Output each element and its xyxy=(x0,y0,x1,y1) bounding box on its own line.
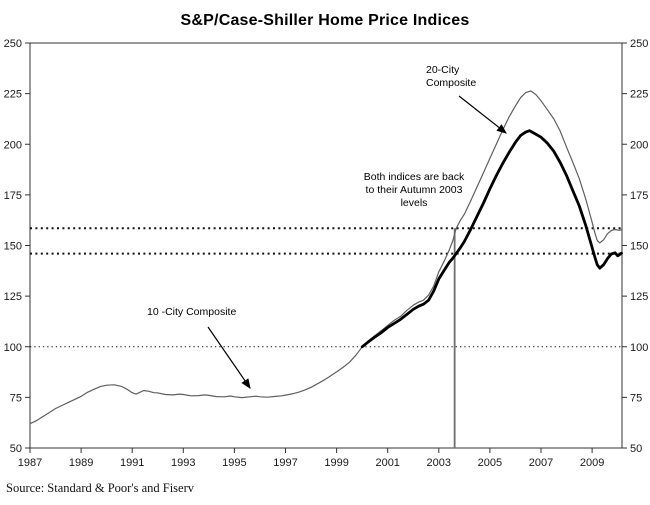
y-axis-label-right: 75 xyxy=(630,392,642,404)
x-axis-label: 1989 xyxy=(69,457,93,469)
annotation-note-line2: to their Autumn 2003 xyxy=(365,184,463,196)
x-axis-label: 2005 xyxy=(478,457,502,469)
y-axis-label-left: 100 xyxy=(4,342,22,354)
y-axis-label-left: 150 xyxy=(4,241,22,253)
annotation-10-city-composite: 10 -City Composite xyxy=(147,306,237,318)
arrow-to-20-city-line xyxy=(458,95,507,134)
y-axis-label-left: 75 xyxy=(10,392,22,404)
y-axis-label-left: 50 xyxy=(10,443,22,455)
x-axis-label: 1997 xyxy=(273,457,297,469)
y-axis-label-right: 175 xyxy=(630,190,648,202)
y-axis-label-right: 150 xyxy=(630,241,648,253)
annotation-20-city-line1: 20-City xyxy=(426,64,460,76)
y-axis-label-left: 200 xyxy=(4,139,22,151)
x-axis-label: 2001 xyxy=(375,457,399,469)
x-axis-label: 1987 xyxy=(18,457,42,469)
y-axis-label-left: 250 xyxy=(4,38,22,50)
annotation-note-line3: levels xyxy=(400,197,428,209)
y-axis-label-right: 125 xyxy=(630,291,648,303)
plot-frame xyxy=(29,42,623,449)
x-axis-label: 2007 xyxy=(529,457,553,469)
x-axis-label: 1995 xyxy=(222,457,246,469)
x-axis-label: 1999 xyxy=(324,457,348,469)
annotation-note-line1: Both indices are back xyxy=(363,171,465,183)
x-axis-label: 2003 xyxy=(427,457,451,469)
x-axis-label: 1991 xyxy=(120,457,144,469)
y-axis-label-right: 225 xyxy=(630,89,648,101)
x-axis-label: 1993 xyxy=(171,457,195,469)
chart-title: S&P/Case-Shiller Home Price Indices xyxy=(180,12,470,29)
arrow-to-10-city-line xyxy=(207,326,251,389)
x-axis-label: 2009 xyxy=(580,457,604,469)
y-axis-label-left: 175 xyxy=(4,190,22,202)
source-note: Source: Standard & Poor's and Fiserv xyxy=(6,481,194,495)
annotation-20-city-composite: 20-City Composite xyxy=(426,64,476,90)
annotation-20-city-line2: Composite xyxy=(426,77,477,89)
y-axis-label-right: 50 xyxy=(630,443,642,455)
y-axis-label-left: 225 xyxy=(4,89,22,101)
y-axis-label-right: 100 xyxy=(630,342,648,354)
y-axis-label-right: 250 xyxy=(630,38,648,50)
y-axis-label-right: 200 xyxy=(630,139,648,151)
annotation-autumn-2003-note: Both indices are back to their Autumn 20… xyxy=(350,171,478,210)
series-line-20-city xyxy=(360,129,623,349)
series-line-10-city xyxy=(29,90,623,425)
y-axis-label-left: 125 xyxy=(4,291,22,303)
